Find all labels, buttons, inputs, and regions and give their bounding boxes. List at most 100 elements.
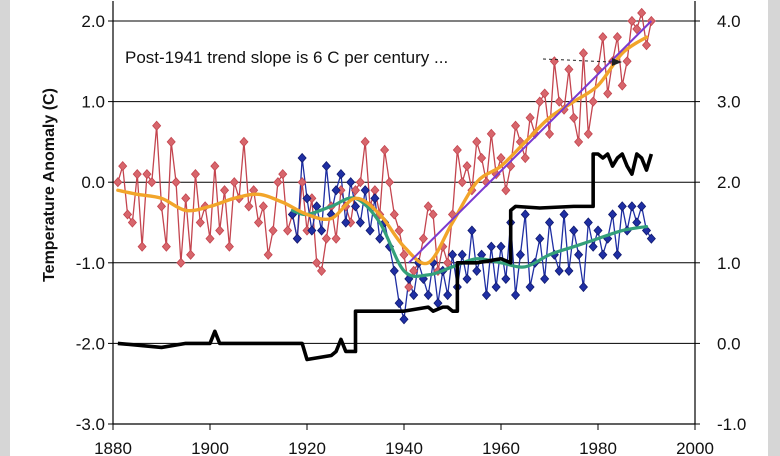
y-axis-label: Temperature Anomaly (C) [41, 88, 58, 282]
red-data-point [205, 233, 215, 244]
y-tick-label: -2.0 [76, 334, 105, 353]
blue-data-point [511, 289, 521, 301]
red-data-point [404, 281, 414, 293]
red-data-point [462, 160, 472, 172]
red-data-point [113, 177, 123, 188]
chart-frame: -3.0 -2.0 -1.0 0.0 1.0 2.0 -1.0 0.0 1.0 2.0 3.0 4.0… [10, 0, 768, 456]
blue-data-point [365, 225, 375, 236]
red-data-point [520, 152, 530, 164]
red-data-point [244, 201, 254, 212]
blue-data-point [540, 273, 550, 285]
blue-data-point [297, 152, 307, 164]
axes [108, 1, 700, 430]
red-data-point [389, 209, 399, 220]
blue-data-point [627, 201, 637, 212]
red-data-point [394, 225, 404, 236]
red-data-point [273, 177, 283, 188]
x-tick-label: 1920 [288, 439, 326, 456]
blue-data-point [447, 249, 458, 260]
red-data-point [278, 169, 288, 180]
red-data-point [622, 56, 632, 67]
blue-data-point [360, 185, 370, 196]
red-data-point [617, 80, 627, 91]
red-data-point [263, 249, 273, 260]
y-tick-label: -3.0 [76, 415, 105, 434]
red-data-point [583, 128, 593, 139]
blue-data-point [321, 160, 331, 172]
red-data-point [123, 209, 133, 220]
red-data-point [578, 48, 588, 59]
blue-data-point [593, 225, 603, 236]
series-orange-smoothed [116, 35, 649, 266]
blue-data-point [307, 225, 317, 236]
blue-data-point [331, 185, 341, 196]
red-data-point [574, 136, 584, 148]
blue-data-point [598, 249, 608, 260]
y-tick-label: -1.0 [76, 254, 105, 273]
blue-data-point [496, 241, 506, 252]
x-tick-label: 2000 [676, 439, 714, 456]
red-data-point [220, 185, 230, 196]
annotation-arrowhead [612, 58, 622, 66]
red-data-point [156, 201, 167, 212]
red-data-point [132, 169, 142, 180]
blue-data-point [520, 209, 530, 220]
blue-data-point [559, 209, 569, 220]
red-data-point [152, 120, 162, 131]
blue-data-point [467, 225, 477, 236]
blue-data-point [535, 233, 545, 244]
series-purple-trend [408, 20, 653, 264]
blue-data-point [481, 289, 491, 301]
red-data-point [210, 160, 220, 172]
blue-data-point [608, 209, 618, 220]
x-tick-label: 1980 [579, 439, 617, 456]
blue-data-point [491, 281, 501, 293]
red-data-point [637, 7, 647, 19]
blue-data-point [341, 217, 351, 228]
blue-data-point [355, 217, 365, 228]
red-data-point [321, 233, 331, 244]
blue-data-point [515, 249, 525, 260]
red-data-point [501, 185, 511, 196]
red-data-point [549, 56, 559, 67]
red-data-point [331, 233, 341, 244]
blue-data-point [389, 265, 399, 276]
blue-data-point [457, 249, 467, 260]
blue-data-point [554, 265, 564, 276]
y2-tick-label: 1.0 [717, 254, 741, 273]
red-data-point [612, 32, 622, 43]
red-data-point [253, 217, 264, 228]
blue-data-point [375, 233, 385, 244]
y2-tick-label: -1.0 [717, 415, 746, 434]
red-data-point [423, 201, 433, 212]
red-data-point [399, 249, 409, 260]
red-data-point [297, 177, 307, 188]
red-data-point [350, 185, 361, 196]
red-data-point [452, 144, 462, 156]
y2-tick-label: 3.0 [717, 93, 741, 112]
y2-tick-label: 0.0 [717, 334, 741, 353]
trend-annotation: Post-1941 trend slope is 6 C per century… [125, 48, 448, 67]
red-data-point [355, 177, 365, 188]
blue-data-point [317, 225, 327, 236]
blue-data-point [588, 241, 598, 252]
red-data-point [569, 112, 579, 123]
blue-data-point [394, 297, 404, 309]
blue-data-point [501, 273, 511, 285]
blue-data-point [302, 193, 312, 204]
red-data-point [486, 128, 496, 139]
red-data-point [224, 241, 234, 252]
red-data-point [603, 88, 613, 99]
red-data-point [511, 120, 521, 131]
red-data-point [418, 233, 428, 244]
blue-data-point [423, 289, 433, 301]
y-tick-label: 2.0 [81, 12, 105, 31]
series-layer [113, 7, 656, 362]
red-data-point [127, 217, 137, 228]
red-data-point [190, 169, 200, 180]
blue-data-point [578, 281, 588, 293]
red-data-point [540, 88, 550, 99]
red-data-point [457, 177, 467, 188]
red-data-point [360, 136, 370, 148]
series-black-line [117, 152, 654, 362]
